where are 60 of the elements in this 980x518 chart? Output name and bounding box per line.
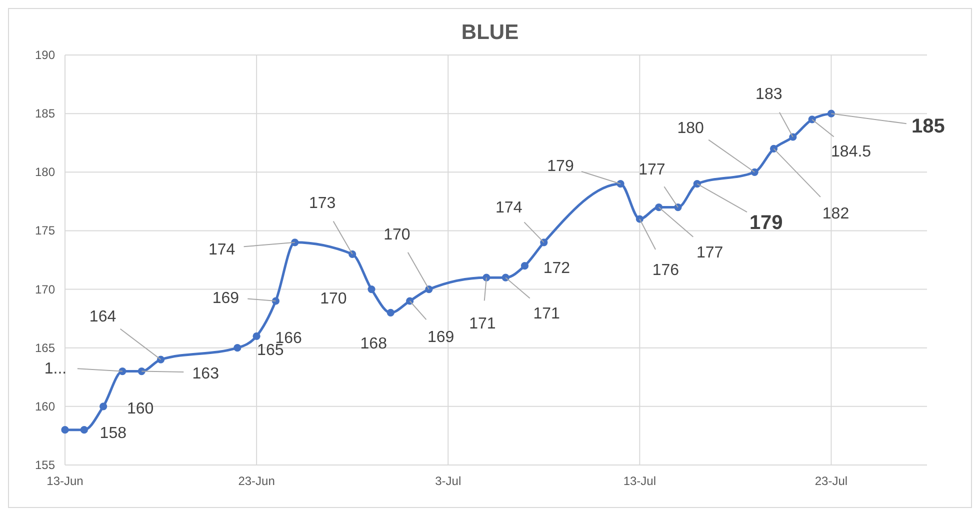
data-label: 163: [192, 365, 220, 382]
data-label: 177: [696, 244, 724, 262]
point: [234, 344, 242, 352]
data-label: 183: [756, 86, 782, 103]
data-label: 170: [320, 290, 347, 308]
point: [61, 426, 69, 434]
point: [348, 250, 356, 258]
data-label: 160: [126, 400, 154, 418]
x-tick-label: 13-Jul: [623, 474, 656, 488]
y-tick-label: 175: [34, 224, 56, 238]
data-label: 176: [652, 262, 680, 279]
point: [425, 285, 433, 294]
chart-title: BLUE: [461, 21, 519, 44]
point: [118, 367, 126, 376]
data-label: 172: [543, 260, 570, 277]
data-label: 182: [822, 206, 850, 223]
point: [693, 180, 701, 188]
point: [540, 238, 548, 246]
point: [156, 356, 165, 364]
x-tick-label: 13-Jun: [46, 474, 84, 488]
point: [520, 262, 529, 270]
data-label: 1...: [44, 360, 67, 378]
data-label: 179: [749, 212, 783, 234]
y-tick-label: 170: [34, 282, 56, 296]
point: [272, 297, 280, 305]
data-label: 170: [384, 226, 410, 244]
data-label: 164: [89, 308, 116, 326]
point: [80, 426, 88, 434]
x-tick-label: 23-Jul: [814, 474, 848, 488]
point: [100, 402, 108, 410]
data-label: 168: [360, 336, 388, 353]
data-label: 179: [547, 158, 574, 175]
data-label: 171: [533, 306, 560, 323]
data-label: 184.5: [831, 143, 872, 160]
data-label: 171: [469, 316, 496, 333]
point: [368, 285, 376, 294]
x-tick-label: 23-Jun: [238, 474, 275, 488]
y-tick-label: 185: [34, 106, 56, 121]
data-label: 177: [638, 161, 666, 178]
point: [770, 144, 778, 153]
point: [386, 308, 394, 317]
y-tick-label: 190: [34, 48, 56, 62]
data-label: 185: [912, 116, 945, 138]
x-tick-label: 3-Jul: [435, 474, 462, 488]
data-label: 173: [308, 195, 336, 212]
data-label: 174: [496, 199, 522, 216]
point: [252, 332, 260, 340]
data-label: 169: [427, 329, 454, 346]
point: [406, 297, 414, 305]
y-tick-label: 165: [34, 340, 56, 355]
point: [674, 203, 682, 212]
y-tick-label: 155: [34, 458, 56, 472]
data-label: 169: [212, 290, 240, 307]
y-tick-label: 160: [34, 399, 56, 414]
point: [655, 203, 663, 212]
y-tick-label: 180: [34, 165, 56, 180]
data-label: 180: [677, 120, 704, 138]
data-label: 158: [100, 424, 127, 442]
point: [827, 110, 836, 118]
data-label: 174: [208, 241, 236, 258]
